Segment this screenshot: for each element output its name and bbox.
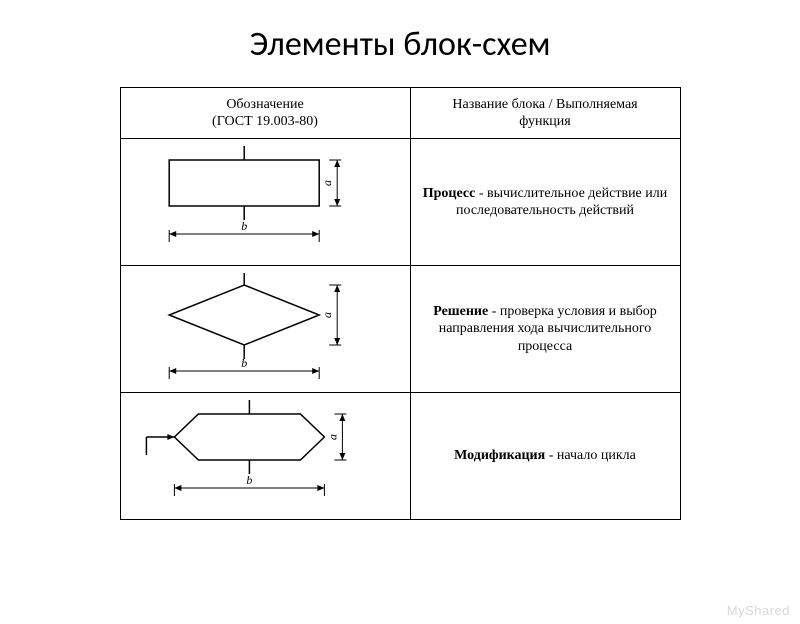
svg-text:b: b [241,219,247,233]
decision-symbol-icon: ab [135,273,395,385]
desc-body: - вычислительное действие или последоват… [456,186,667,219]
desc-title: Решение [433,304,488,319]
process-symbol-icon: ab [135,146,395,258]
desc-title: Процесс [423,186,476,201]
page-title: Элементы блок-схем [0,24,800,65]
table-header-row: Обозначение (ГОСТ 19.003-80) Название бл… [120,88,680,139]
watermark-text: MyShared [727,603,790,618]
table-row: ab Процесс - вычислительное действие или… [120,139,680,266]
svg-text:a: a [320,312,334,318]
svg-text:a: a [325,434,339,440]
col-header-symbol-line2: (ГОСТ 19.003-80) [212,114,318,129]
col-header-desc-line1: Название блока / Выполняемая [452,97,637,112]
col-header-desc: Название блока / Выполняемая функция [410,88,680,139]
svg-text:b: b [241,356,247,370]
symbol-cell-process: ab [120,139,410,266]
svg-text:a: a [320,180,334,186]
desc-body: - начало цикла [545,448,636,463]
svg-text:b: b [246,473,252,487]
col-header-symbol: Обозначение (ГОСТ 19.003-80) [120,88,410,139]
table-row: ab Решение - проверка условия и выбор на… [120,266,680,393]
col-header-symbol-line1: Обозначение [226,97,303,112]
symbol-cell-decision: ab [120,266,410,393]
desc-cell-decision: Решение - проверка условия и выбор напра… [410,266,680,393]
page-root: Элементы блок-схем Обозначение (ГОСТ 19.… [0,24,800,624]
flowchart-elements-table: Обозначение (ГОСТ 19.003-80) Название бл… [120,87,681,520]
desc-cell-modification: Модификация - начало цикла [410,393,680,520]
desc-title: Модификация [454,448,545,463]
col-header-desc-line2: функция [519,114,570,129]
desc-cell-process: Процесс - вычислительное действие или по… [410,139,680,266]
modification-symbol-icon: ab [135,400,395,512]
symbol-cell-modification: ab [120,393,410,520]
table-row: ab Модификация - начало цикла [120,393,680,520]
